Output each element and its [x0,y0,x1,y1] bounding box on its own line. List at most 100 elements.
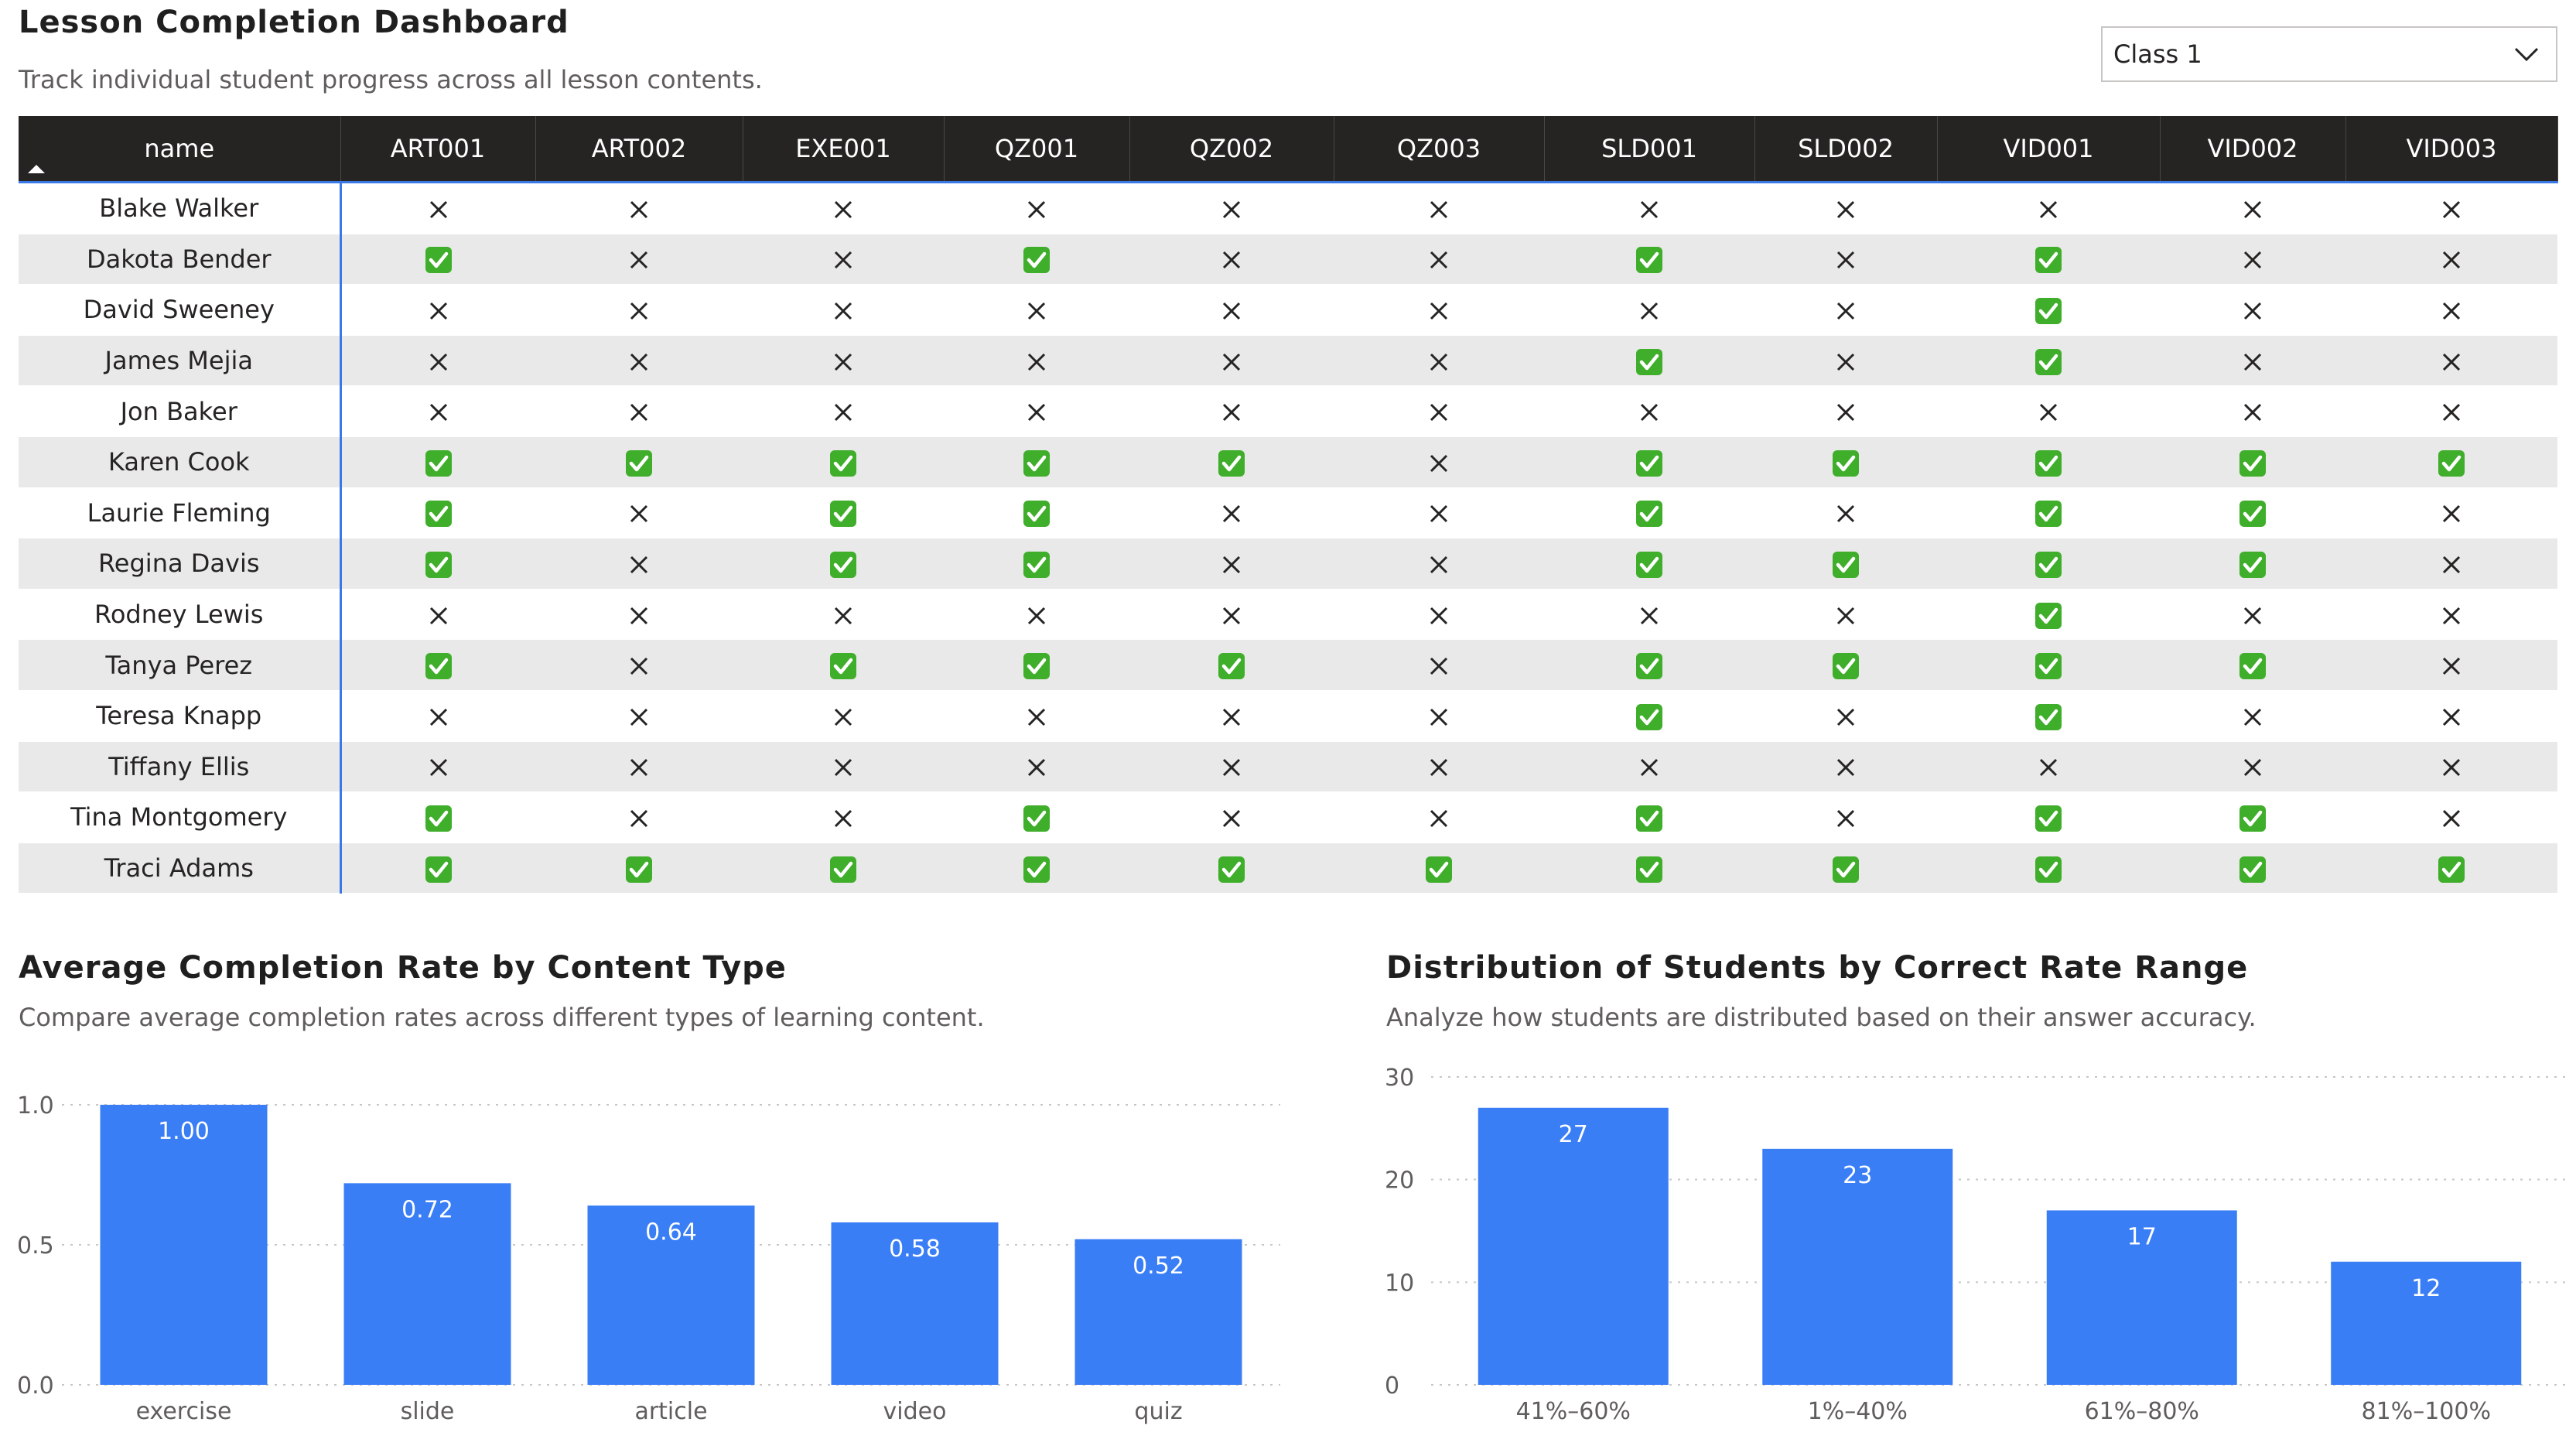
table-row[interactable]: Dakota Bender [19,234,2557,285]
table-row[interactable]: Rodney Lewis [19,589,2557,640]
bar[interactable] [831,1222,999,1385]
cross-icon [2442,302,2461,320]
green-check-icon [425,805,452,832]
student-name-cell: Karen Cook [19,436,342,488]
completion-cell [2160,639,2345,691]
green-check-icon [1833,449,1859,477]
cross-icon [1430,607,1448,624]
column-header-name[interactable]: name [19,116,341,183]
green-check-icon [425,449,452,477]
completion-cell [1937,335,2160,386]
table-row[interactable]: David Sweeney [19,284,2557,336]
cross-icon [1836,607,1855,624]
green-check-icon [1636,805,1662,832]
completion-cell [1129,386,1334,437]
column-header-qz001[interactable]: QZ001 [944,116,1130,183]
completion-cell [1129,487,1334,538]
cross-icon [834,607,852,624]
column-header-art002[interactable]: ART002 [535,116,743,183]
column-header-vid003[interactable]: VID003 [2345,116,2558,183]
column-header-qz003[interactable]: QZ003 [1334,116,1545,183]
completion-cell [2345,589,2557,640]
table-row[interactable]: Tanya Perez [19,639,2557,691]
column-header-vid002[interactable]: VID002 [2160,116,2346,183]
table-row[interactable]: Traci Adams [19,843,2557,894]
table-row[interactable]: Karen Cook [19,436,2557,488]
cross-icon [429,404,447,422]
sort-ascending-icon[interactable] [28,165,45,173]
student-name-cell: Blake Walker [19,182,342,234]
completion-cell [1937,487,2160,538]
bar[interactable] [100,1105,268,1385]
green-check-icon [1636,856,1662,883]
table-row[interactable]: Tiffany Ellis [19,741,2557,792]
cross-icon [834,809,852,827]
table-row[interactable]: Regina Davis [19,538,2557,590]
completion-cell [1129,589,1334,640]
completion-cell [1129,538,1334,590]
class-slicer-dropdown[interactable]: Class 1 [2101,26,2557,82]
completion-cell [944,538,1129,590]
green-check-icon [1833,551,1859,578]
bar[interactable] [1074,1239,1242,1385]
bar[interactable] [2331,1261,2522,1385]
cross-icon [1836,353,1855,371]
completion-cell [1334,792,1544,843]
column-header-art001[interactable]: ART001 [340,116,536,183]
completion-cell [535,335,743,386]
cross-icon [1836,759,1855,777]
completion-cell [743,538,944,590]
bar[interactable] [1478,1107,1669,1385]
completion-cell [340,487,535,538]
green-check-icon [1636,449,1662,477]
completion-cell [535,285,743,336]
completion-cell [340,538,535,590]
cross-icon [2442,607,2461,624]
column-header-label: QZ002 [1189,134,1274,163]
column-header-exe001[interactable]: EXE001 [743,116,945,183]
chevron-down-icon[interactable] [2511,39,2542,70]
completion-cell [944,741,1129,792]
bar[interactable] [1762,1148,1953,1385]
student-name-cell: Tina Montgomery [19,791,342,843]
student-name-cell: Rodney Lewis [19,589,342,640]
bar[interactable] [587,1205,755,1385]
completion-cell [1334,487,1544,538]
column-header-sld001[interactable]: SLD001 [1544,116,1755,183]
table-row[interactable]: Laurie Fleming [19,487,2557,538]
completion-cell [1754,436,1937,488]
completion-cell [2345,487,2557,538]
column-header-label: ART002 [591,134,687,163]
page-subtitle: Track individual student progress across… [19,65,763,94]
column-header-vid001[interactable]: VID001 [1937,116,2161,183]
completion-cell [535,639,743,691]
completion-cell [1937,234,2160,285]
completion-cell [535,843,743,894]
y-tick-label: 0.0 [17,1372,54,1400]
completion-cell [535,436,743,488]
cross-icon [630,759,648,777]
cross-icon [2442,555,2461,574]
green-check-icon [2438,449,2465,477]
completion-cell [1937,183,2160,234]
column-header-sld002[interactable]: SLD002 [1754,116,1938,183]
cross-icon [2243,708,2262,726]
table-row[interactable]: Blake Walker [19,182,2557,234]
completion-cell [1544,183,1754,234]
cross-icon [1430,404,1448,422]
table-row[interactable]: Jon Baker [19,385,2557,437]
table-row[interactable]: Tina Montgomery [19,791,2557,843]
completion-cell [1544,639,1754,691]
cross-icon [1222,302,1241,320]
green-check-icon [1636,348,1662,375]
table-row[interactable]: Teresa Knapp [19,690,2557,742]
green-check-icon [1023,247,1050,274]
table-row[interactable]: James Mejia [19,335,2557,386]
cross-icon [1430,454,1448,472]
student-name-cell: James Mejia [19,335,342,386]
bar[interactable] [343,1183,511,1385]
completion-cell [2160,335,2345,386]
column-header-qz002[interactable]: QZ002 [1129,116,1334,183]
student-name-cell: Dakota Bender [19,234,342,285]
bar[interactable] [2046,1210,2237,1385]
